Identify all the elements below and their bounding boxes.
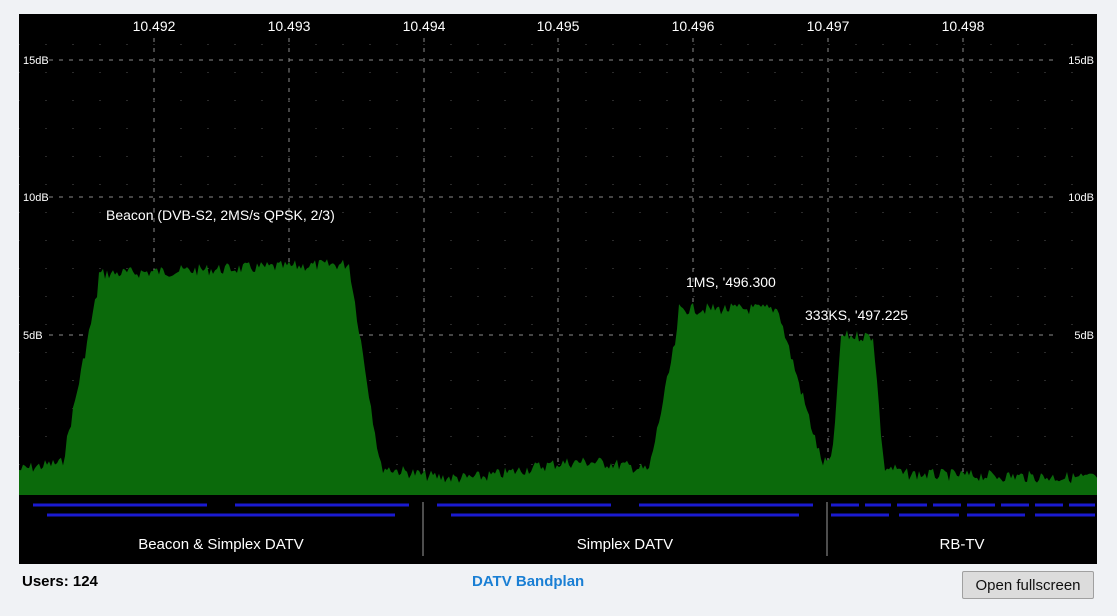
freq-tick-label: 10.493 [268,18,311,34]
freq-tick-label: 10.496 [672,18,715,34]
bandplan-segment-rbtv[interactable]: RB-TV [940,536,985,553]
bandplan-segment-simplex[interactable]: Simplex DATV [577,536,673,553]
datv-bandplan-link[interactable]: DATV Bandplan [472,573,585,590]
spectrum-display[interactable]: 10.492 10.493 10.494 10.495 10.496 10.49… [19,14,1097,564]
beacon-annotation: Beacon (DVB-S2, 2MS/s QPSK, 2/3) [106,207,335,223]
db-label-right: 10dB [1068,192,1094,204]
freq-tick-label: 10.492 [133,18,176,34]
signal-trace [19,259,1097,495]
freq-tick-label: 10.495 [537,18,580,34]
signal-annotation-1ms: 1MS, '496.300 [686,274,776,290]
signal-annotation-333ks: 333KS, '497.225 [805,307,908,323]
users-count: Users: 124 [22,573,98,590]
freq-tick-label: 10.494 [403,18,446,34]
db-label-left: 10dB [23,192,49,204]
bandplan-lines [33,503,1095,517]
db-label-left: 15dB [23,55,49,67]
bandplan-segment-beacon-simplex[interactable]: Beacon & Simplex DATV [138,536,304,553]
db-label-right: 5dB [1074,330,1094,342]
freq-tick-label: 10.497 [807,18,850,34]
freq-tick-label: 10.498 [942,18,985,34]
db-label-right: 15dB [1068,55,1094,67]
open-fullscreen-button[interactable]: Open fullscreen [962,571,1094,599]
db-label-left: 5dB [23,330,43,342]
